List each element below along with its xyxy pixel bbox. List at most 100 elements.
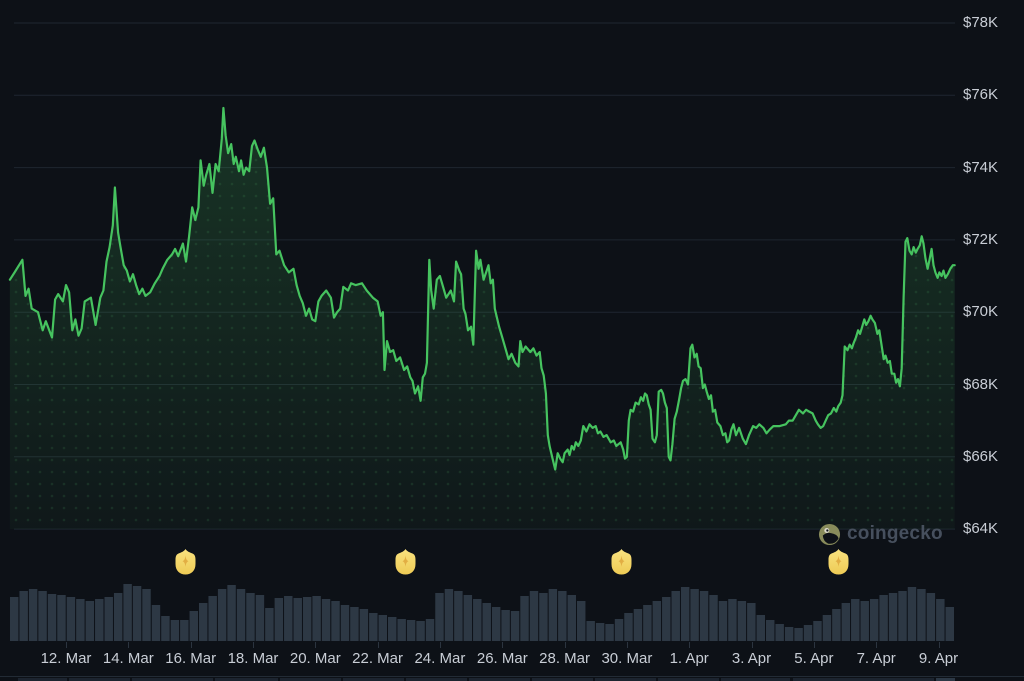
sparkle-badge-icon[interactable] bbox=[608, 547, 635, 578]
y-axis-label: $72K bbox=[963, 230, 999, 248]
volume-bar bbox=[274, 598, 284, 641]
volume-bar bbox=[113, 593, 123, 641]
volume-bar bbox=[491, 607, 501, 641]
price-chart[interactable] bbox=[0, 0, 1024, 578]
volume-bar bbox=[293, 598, 302, 641]
price-line bbox=[8, 106, 956, 471]
volume-bar bbox=[813, 621, 822, 641]
price-area-dot-pattern bbox=[9, 108, 955, 530]
x-axis-label: 3. Apr bbox=[731, 650, 772, 667]
strip-segment bbox=[18, 678, 67, 681]
volume-bar bbox=[208, 596, 217, 641]
volume-bar bbox=[652, 601, 662, 641]
x-axis-label: 30. Mar bbox=[601, 650, 653, 667]
x-axis-tick bbox=[938, 642, 940, 648]
volume-bar bbox=[699, 591, 709, 641]
volume-bar bbox=[548, 589, 558, 641]
volume-bar bbox=[142, 589, 151, 641]
volume-bar bbox=[255, 595, 265, 641]
volume-bar bbox=[747, 603, 756, 641]
x-axis-label: 9. Apr bbox=[918, 650, 959, 667]
volume-bar bbox=[794, 628, 803, 641]
strip-segment bbox=[69, 678, 130, 681]
volume-bar bbox=[199, 603, 208, 641]
volume-bar bbox=[907, 587, 917, 641]
sparkle-badge-icon[interactable] bbox=[825, 547, 852, 578]
volume-bar bbox=[567, 595, 576, 641]
x-axis-tick bbox=[253, 642, 254, 648]
volume-bar bbox=[595, 623, 605, 641]
volume-bar bbox=[378, 615, 387, 641]
volume-bar bbox=[803, 625, 813, 641]
volume-bar bbox=[614, 619, 624, 641]
volume-bar bbox=[397, 619, 406, 641]
volume-bar bbox=[416, 621, 425, 641]
volume-bar bbox=[832, 609, 841, 641]
sparkle-badge-icon[interactable] bbox=[392, 547, 419, 578]
volume-bar bbox=[19, 591, 28, 641]
volume-bar bbox=[624, 613, 633, 641]
volume-bar bbox=[425, 619, 435, 641]
volume-bar bbox=[246, 593, 255, 641]
volume-bar bbox=[860, 601, 869, 641]
y-axis-label: $70K bbox=[963, 303, 999, 321]
volume-bar bbox=[728, 599, 737, 641]
volume-bar bbox=[10, 597, 19, 641]
sparkle-badge-icon[interactable] bbox=[172, 547, 199, 578]
strip-segment bbox=[721, 678, 790, 681]
volume-bar bbox=[284, 596, 293, 641]
volume-bar bbox=[586, 621, 595, 641]
volume-bar bbox=[680, 587, 690, 641]
x-axis-tick bbox=[876, 642, 878, 648]
strip-segment bbox=[132, 678, 213, 681]
volume-bar bbox=[350, 607, 359, 641]
volume-bar bbox=[605, 624, 614, 641]
volume-bar bbox=[463, 595, 473, 641]
volume-bar bbox=[331, 601, 340, 641]
volume-bar bbox=[945, 607, 954, 641]
volume-bar bbox=[217, 589, 227, 641]
volume-bar bbox=[690, 589, 699, 641]
x-axis-tick bbox=[128, 642, 130, 648]
x-axis-tick bbox=[377, 642, 379, 648]
volume-bar bbox=[482, 603, 491, 641]
volume-bar bbox=[236, 589, 246, 641]
volume-bar bbox=[161, 616, 170, 641]
volume-bar bbox=[643, 605, 652, 641]
volume-bar bbox=[66, 597, 76, 641]
x-axis-tick bbox=[315, 642, 317, 648]
watermark-text: coingecko bbox=[847, 523, 943, 544]
x-axis-label: 5. Apr bbox=[794, 650, 834, 667]
volume-bar bbox=[180, 620, 189, 641]
volume-bar bbox=[76, 599, 85, 641]
x-axis-label: 14. Mar bbox=[102, 650, 154, 667]
volume-bar bbox=[784, 627, 794, 641]
volume-bar bbox=[444, 589, 454, 641]
volume-bar bbox=[936, 599, 945, 641]
volume-bar bbox=[321, 599, 331, 641]
x-axis-tick bbox=[66, 642, 67, 648]
volume-bar bbox=[369, 613, 378, 641]
x-axis-tick bbox=[626, 642, 628, 648]
volume-bar bbox=[888, 593, 898, 641]
strip-segment bbox=[469, 678, 530, 681]
volume-bar bbox=[841, 603, 851, 641]
volume-bar bbox=[132, 586, 142, 641]
x-axis-label: 12. Mar bbox=[40, 650, 92, 667]
volume-bar bbox=[151, 605, 161, 641]
volume-bar bbox=[709, 595, 718, 641]
volume-bar bbox=[406, 620, 416, 641]
volume-bar bbox=[577, 601, 586, 641]
x-axis-label: 26. Mar bbox=[476, 650, 528, 667]
strip-segment-highlight bbox=[936, 678, 955, 681]
volume-bar bbox=[359, 609, 369, 641]
volume-bar bbox=[775, 624, 784, 641]
x-axis-tick bbox=[502, 642, 504, 648]
volume-bar bbox=[766, 620, 775, 641]
coingecko-watermark: coingecko bbox=[818, 522, 943, 546]
volume-bar bbox=[170, 620, 180, 641]
volume-bars-chart[interactable] bbox=[0, 578, 1024, 641]
volume-bar bbox=[851, 599, 860, 641]
strip-segment bbox=[793, 678, 934, 681]
y-axis-label: $68K bbox=[963, 375, 999, 393]
